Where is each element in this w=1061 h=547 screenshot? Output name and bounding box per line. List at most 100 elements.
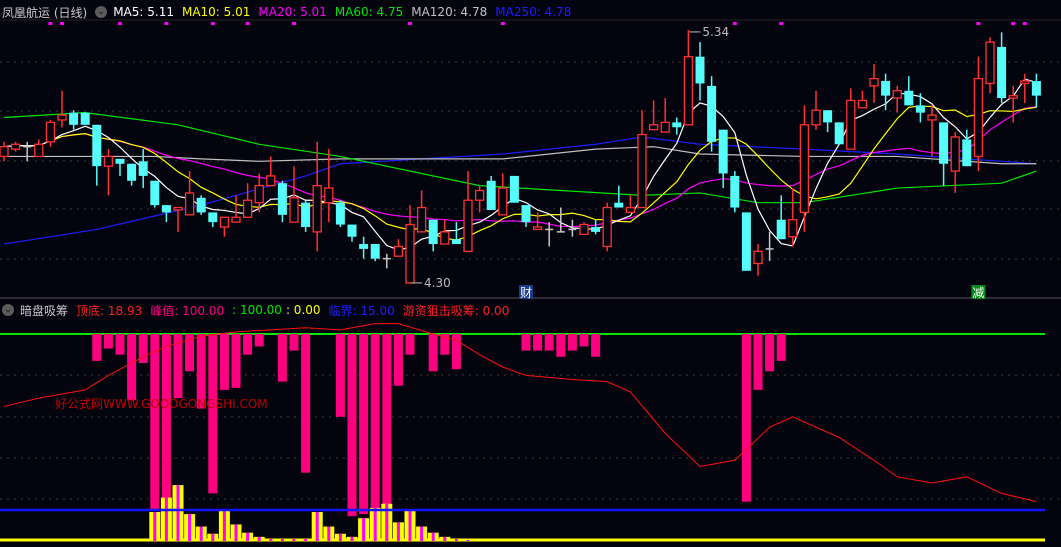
price-annotation: 4.30 <box>424 276 451 290</box>
hot-money-value: 游资狙击吸筹: 0.00 <box>402 303 510 318</box>
candle-body <box>660 121 670 133</box>
signal-dot <box>1022 22 1027 25</box>
hot-money-bar-core <box>269 538 273 541</box>
signal-dot <box>210 22 215 25</box>
hot-money-bar-core <box>188 514 192 541</box>
candle-body <box>730 175 740 208</box>
signal-dot <box>118 22 122 25</box>
accumulation-bar <box>301 334 311 473</box>
candle-body <box>184 192 195 216</box>
candle-body <box>486 180 496 210</box>
event-marker: 财 <box>520 286 532 300</box>
accumulation-bar <box>741 334 751 502</box>
accumulation-bar <box>776 334 786 361</box>
accumulation-bar <box>115 334 125 355</box>
signal-dot <box>245 22 250 25</box>
signal-dot <box>48 22 53 25</box>
accumulation-bar <box>567 334 577 351</box>
candle-body <box>904 90 914 106</box>
candle-body <box>196 197 206 213</box>
accumulation-bar <box>753 334 763 390</box>
accumulation-bar <box>173 334 183 399</box>
candle-body <box>80 112 90 125</box>
hot-money-bar-core <box>176 485 180 541</box>
yellow-line-value: : 0.00 <box>285 303 321 317</box>
accumulation-bar <box>393 334 403 386</box>
chevron-down-circle-icon[interactable]: ⌄ <box>95 6 108 18</box>
accumulation-bar <box>161 334 171 510</box>
ma5-label: MA5: 5.11 <box>113 5 174 19</box>
ma250-label: MA250: 4.78 <box>495 5 572 19</box>
candle-body <box>57 114 67 121</box>
candle-body <box>811 109 821 126</box>
candle-body <box>45 121 56 143</box>
watermark: 好公式网WWW.GOODGONGSHI.COM <box>55 397 268 411</box>
candle-body <box>463 199 473 252</box>
candle-body <box>10 143 21 150</box>
signal-dot <box>732 22 737 25</box>
candle-body <box>393 245 404 257</box>
candle-body <box>753 250 763 265</box>
candle-body <box>881 81 891 96</box>
ma10-label: MA10: 5.01 <box>181 5 251 19</box>
candle-body <box>0 146 9 158</box>
accumulation-bar <box>405 334 415 355</box>
hot-money-bar-core <box>396 522 400 541</box>
candle-body <box>579 223 589 235</box>
candle-body <box>1008 94 1018 99</box>
accumulation-bar <box>196 334 206 409</box>
hot-money-bar-core <box>350 536 354 541</box>
accumulation-bar <box>591 334 601 357</box>
chevron-down-circle-icon[interactable]: ⌄ <box>2 304 14 316</box>
candle-body <box>161 205 171 213</box>
candle-body <box>672 122 682 128</box>
candle-body <box>788 219 798 238</box>
accumulation-bar <box>440 334 450 355</box>
hot-money-bar-core <box>246 532 250 541</box>
accumulation-bar <box>254 334 264 347</box>
ma250-line <box>3 136 1037 245</box>
event-marker: 减 <box>972 286 984 300</box>
candle-body <box>254 184 264 204</box>
accumulation-bar <box>765 334 775 372</box>
signal-dot <box>500 22 505 25</box>
candle-body <box>335 202 345 225</box>
candle-body <box>359 244 369 249</box>
hot-money-bar-core <box>280 538 284 541</box>
candle-body <box>34 143 44 158</box>
accumulation-bar <box>428 334 438 372</box>
accumulation-bar <box>521 334 531 351</box>
accumulation-bar <box>579 334 589 347</box>
candle-body <box>625 206 636 214</box>
stock-title: 凤凰航运 (日线) <box>2 5 88 20</box>
candle-body <box>637 133 647 209</box>
accumulation-bar <box>533 334 543 351</box>
candle-body <box>973 77 984 158</box>
signal-dot <box>779 22 784 25</box>
candle-body <box>219 216 230 228</box>
hot-money-bar-core <box>373 507 377 541</box>
price-annotation: 5.34 <box>702 25 729 39</box>
candle-body <box>521 205 531 223</box>
candle-body <box>532 226 543 231</box>
candle-body <box>857 99 868 109</box>
accumulation-bar <box>370 334 380 510</box>
candle-body <box>428 219 438 245</box>
candle-body <box>509 175 519 203</box>
hot-money-bar-core <box>443 536 447 541</box>
ma20-label: MA20: 5.01 <box>258 5 327 19</box>
accumulation-bar <box>382 334 392 510</box>
candle-body <box>1031 81 1041 96</box>
hot-money-bar-core <box>292 538 296 541</box>
candle-body <box>823 110 833 123</box>
candle-body <box>1020 80 1030 85</box>
candle-body <box>231 216 241 223</box>
candle-body <box>950 136 960 172</box>
event-marker-bg <box>971 285 986 299</box>
critical-value: 临界: 15.00 <box>328 303 395 318</box>
candle-body <box>405 223 415 284</box>
candle-body <box>927 114 937 121</box>
candle-body <box>312 184 322 233</box>
candle-body <box>150 180 160 206</box>
